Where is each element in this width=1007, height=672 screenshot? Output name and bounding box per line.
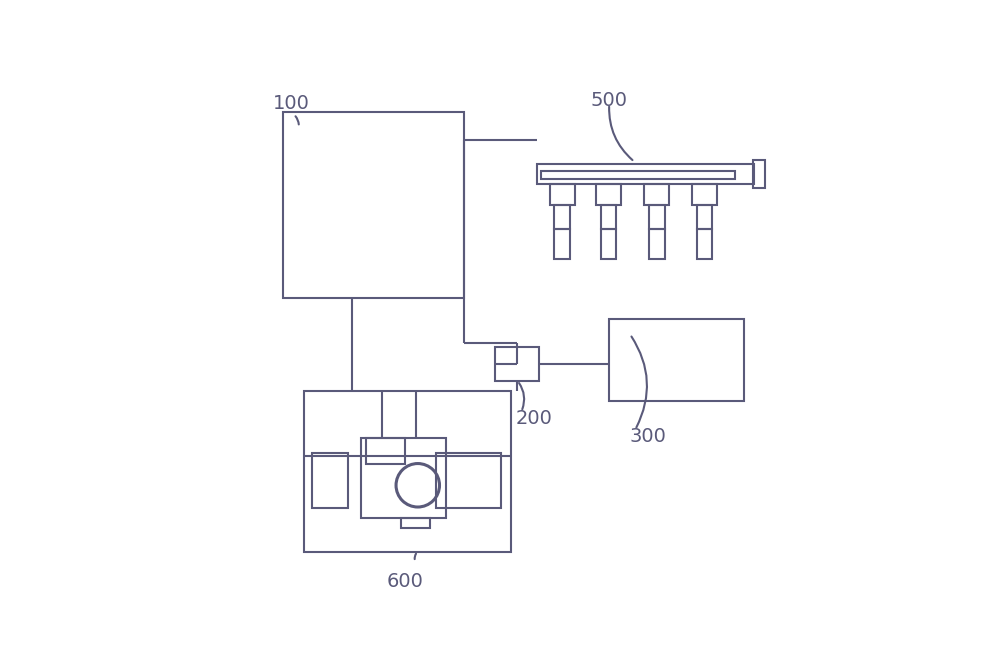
Bar [697, 229, 712, 259]
Bar [361, 437, 446, 518]
Text: 200: 200 [517, 409, 553, 428]
Bar [650, 229, 665, 259]
Bar [555, 205, 570, 229]
Text: 500: 500 [591, 91, 627, 110]
Bar [555, 229, 570, 259]
Bar [436, 453, 500, 507]
Text: 100: 100 [273, 93, 310, 113]
Text: 600: 600 [387, 573, 423, 591]
Bar [541, 171, 735, 179]
Text: 300: 300 [630, 427, 667, 446]
Bar [753, 160, 765, 187]
Bar [609, 319, 744, 401]
Bar [644, 184, 670, 205]
Bar [312, 453, 348, 507]
Bar [601, 205, 616, 229]
Bar [304, 391, 511, 552]
Bar [601, 229, 616, 259]
Bar [283, 112, 464, 298]
Bar [692, 184, 717, 205]
Bar [550, 184, 575, 205]
Bar [537, 165, 754, 184]
Bar [401, 518, 430, 528]
Bar [650, 205, 665, 229]
Bar [596, 184, 621, 205]
Bar [366, 437, 405, 464]
Bar [495, 347, 540, 381]
Bar [697, 205, 712, 229]
